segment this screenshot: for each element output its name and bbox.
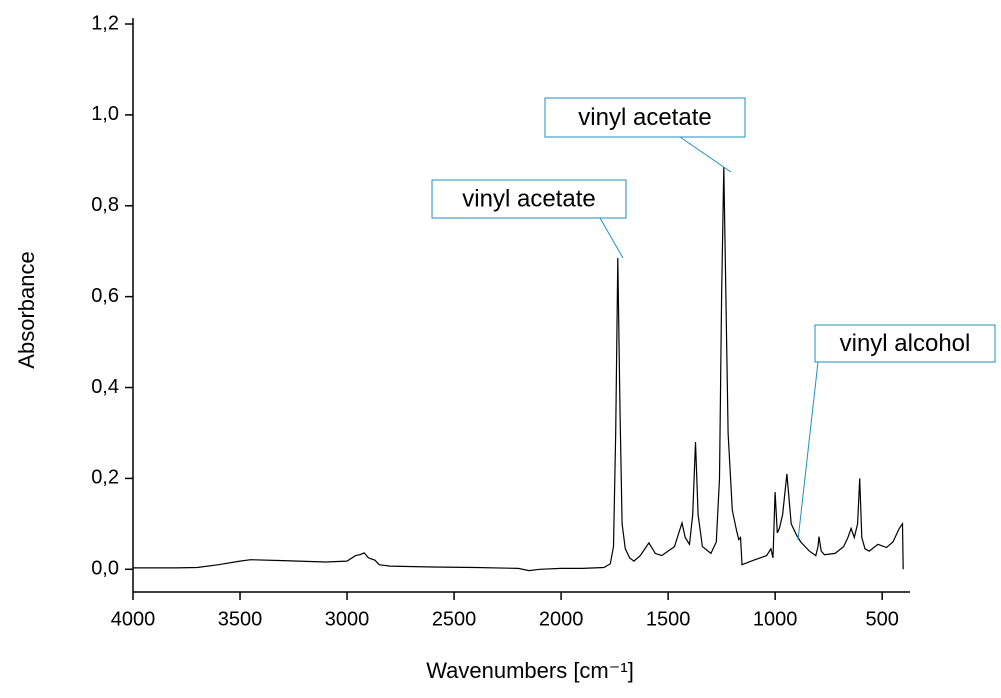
annotation-text: vinyl acetate	[462, 185, 595, 212]
x-tick-label: 2500	[432, 608, 477, 630]
annotation-text: vinyl alcohol	[840, 330, 971, 357]
annotation-text: vinyl acetate	[578, 104, 711, 131]
x-tick-label: 500	[865, 608, 898, 630]
annotation-box	[431, 179, 627, 219]
y-tick-label: 0,2	[91, 467, 119, 489]
x-tick-label: 3000	[325, 608, 370, 630]
x-tick-label: 3500	[218, 608, 263, 630]
x-tick-label: 1000	[753, 608, 798, 630]
x-tick-label: 4000	[111, 608, 156, 630]
annotation-box	[544, 97, 746, 138]
annotation-leader	[679, 136, 732, 173]
annotation-leader	[797, 361, 819, 541]
y-tick-label: 1,2	[91, 12, 119, 34]
y-tick-label: 0,6	[91, 285, 119, 307]
x-tick-label: 2000	[539, 608, 584, 630]
y-tick-label: 1,0	[91, 103, 119, 125]
annotation-box	[814, 324, 996, 363]
x-axis-label: Wavenumbers [cm⁻¹]	[426, 658, 634, 683]
y-tick-label: 0,8	[91, 194, 119, 216]
x-tick-label: 1500	[646, 608, 691, 630]
annotation-leader	[599, 217, 624, 259]
y-axis-label: Absorbance	[14, 251, 39, 368]
y-tick-label: 0,0	[91, 558, 119, 580]
spectrum-line	[133, 167, 904, 572]
y-tick-label: 0,4	[91, 376, 119, 398]
